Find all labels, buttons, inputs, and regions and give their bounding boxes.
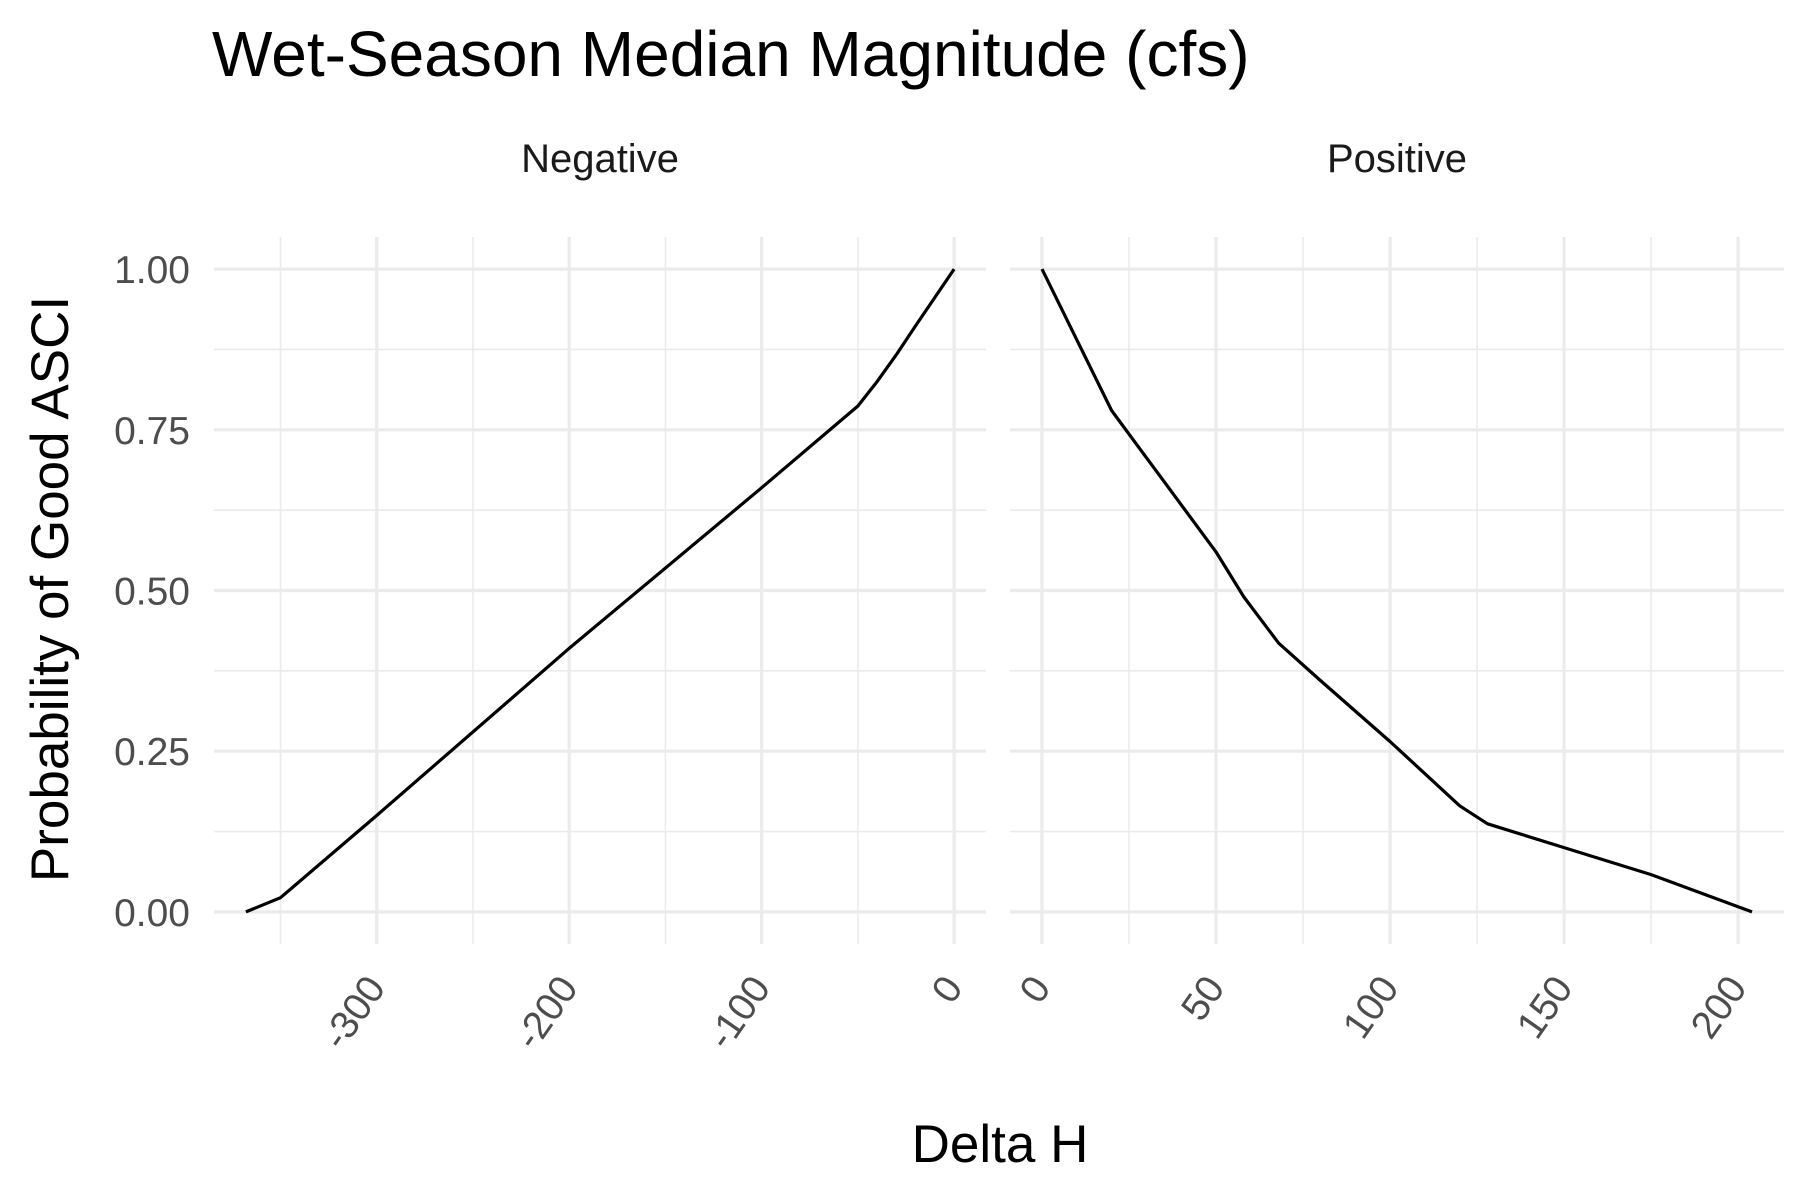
y-tick-label: 1.00 — [114, 249, 190, 292]
x-tick-label: 200 — [1683, 968, 1756, 1046]
y-tick-label: 0.50 — [114, 571, 190, 614]
panel-negative: -300 -200 -100 0 0.00 0.25 0.50 0.75 1.00 — [114, 237, 986, 1057]
x-axis-title: Delta H — [912, 1115, 1089, 1174]
x-tick-label: -100 — [699, 968, 779, 1057]
y-tick-label: 0.25 — [114, 731, 190, 774]
y-tick-label: 0.00 — [114, 892, 190, 935]
x-tick-label: 0 — [1012, 968, 1060, 1010]
chart-title: Wet-Season Median Magnitude (cfs) — [212, 18, 1250, 90]
panel-label-negative: Negative — [521, 137, 679, 181]
panel-positive: 0 50 100 150 200 — [1010, 237, 1784, 1046]
x-tick-label: 100 — [1335, 968, 1408, 1046]
y-axis-title: Probability of Good ASCI — [21, 296, 80, 882]
y-tick-label: 0.75 — [114, 410, 190, 453]
series-line-negative — [245, 268, 956, 914]
x-tick-label: 150 — [1509, 968, 1582, 1046]
x-tick-label: -300 — [314, 968, 394, 1057]
x-tick-label: -200 — [507, 968, 587, 1057]
panels: -300 -200 -100 0 0.00 0.25 0.50 0.75 1.00 0 50 100 1… — [114, 237, 1784, 1057]
panel-label-positive: Positive — [1327, 137, 1467, 181]
series-line-positive — [1040, 268, 1753, 914]
x-tick-label: 0 — [924, 968, 972, 1010]
x-tick-label: 50 — [1173, 968, 1233, 1028]
